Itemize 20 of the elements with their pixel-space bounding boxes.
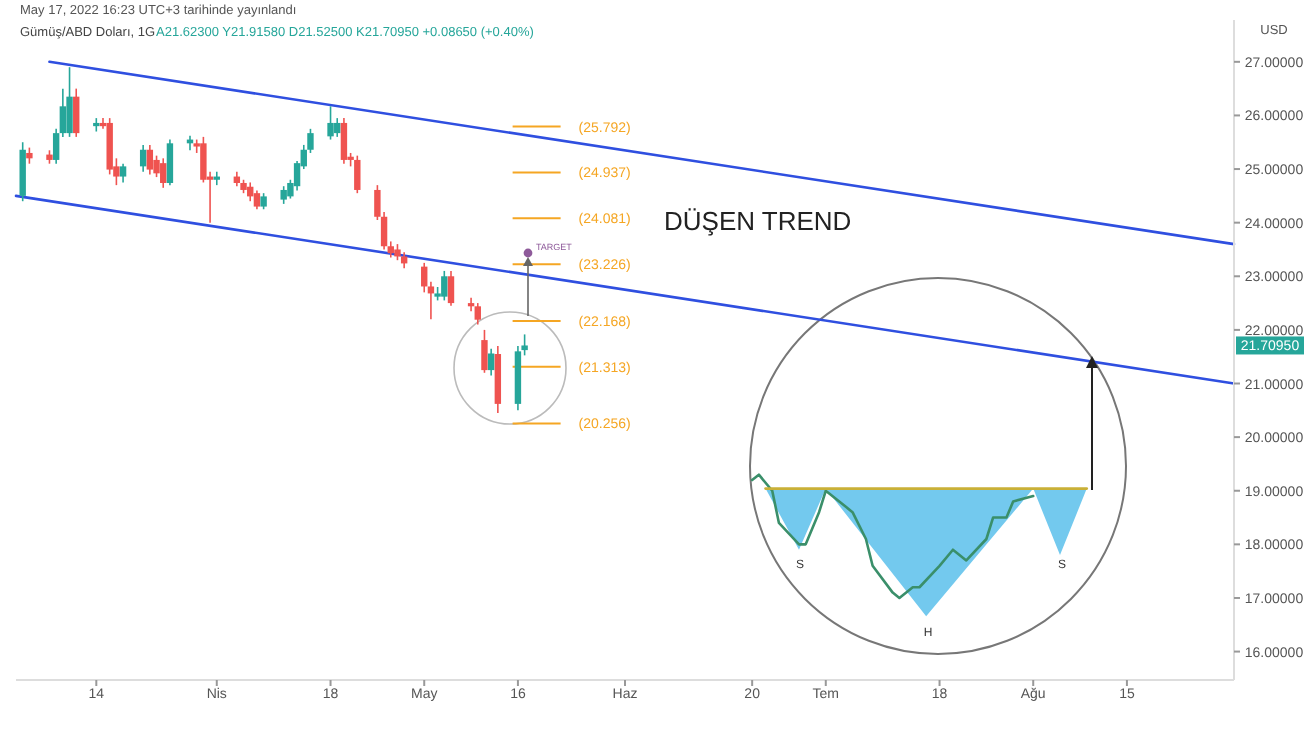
candlestick bbox=[340, 117, 348, 165]
candlestick bbox=[327, 105, 334, 141]
candlestick bbox=[19, 141, 26, 203]
line-series bbox=[750, 473, 1035, 600]
candlestick bbox=[441, 270, 448, 302]
candlestick bbox=[447, 270, 455, 307]
candlestick bbox=[160, 157, 167, 189]
annotation: DÜŞEN TREND bbox=[664, 206, 852, 236]
candlestick bbox=[119, 162, 127, 184]
candlestick bbox=[166, 138, 174, 186]
candlestick bbox=[487, 347, 495, 377]
candlestick bbox=[474, 302, 481, 326]
candlestick bbox=[481, 329, 488, 374]
candlestick bbox=[73, 87, 80, 138]
candlestick bbox=[66, 66, 73, 138]
candlestick bbox=[253, 189, 261, 211]
candlestick bbox=[139, 144, 147, 173]
candlestick bbox=[146, 144, 154, 176]
candlestick bbox=[354, 154, 361, 194]
candlestick bbox=[334, 117, 341, 138]
